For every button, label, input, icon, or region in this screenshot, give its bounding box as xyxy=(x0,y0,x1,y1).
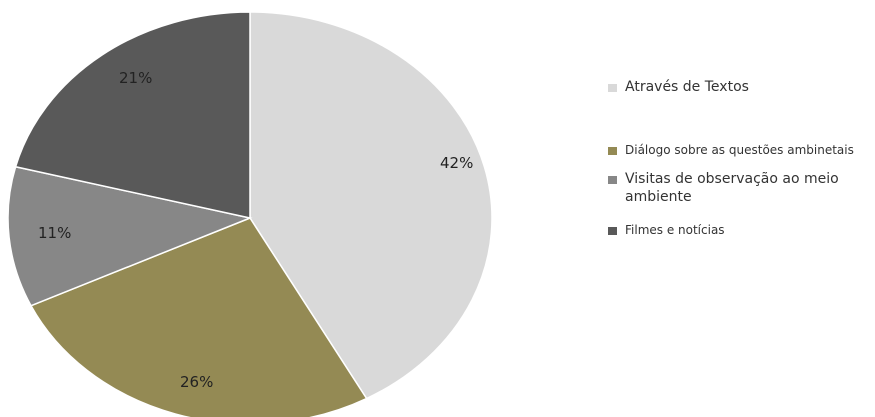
legend-label-filmes: Filmes e notícias xyxy=(625,223,725,237)
legend-label-visitas: Visitas de observação ao meio ambiente xyxy=(625,171,839,205)
pie-slice-visitas xyxy=(7,165,253,307)
pie-slice-textos xyxy=(249,11,493,400)
legend-swatch-textos xyxy=(608,84,617,92)
legend-item-textos: Através de Textos xyxy=(605,78,870,96)
legend-swatch-visitas xyxy=(608,176,617,184)
legend-item-filmes: Filmes e notícias xyxy=(605,222,870,238)
pie-value-label-dialogo: 26% xyxy=(180,373,213,391)
legend: Através de Textos Diálogo sobre as quest… xyxy=(605,78,870,238)
pie-slices xyxy=(7,11,493,417)
pie-value-label-textos: 42% xyxy=(440,154,473,172)
legend-label-dialogo: Diálogo sobre as questões ambinetais xyxy=(625,143,854,157)
pie-labels: 42% 26% 11% 21% xyxy=(38,69,473,391)
pie-slice-filmes xyxy=(14,11,251,219)
pie-slice-dialogo xyxy=(29,217,368,417)
legend-item-visitas: Visitas de observação ao meio ambiente xyxy=(605,170,870,206)
legend-swatch-dialogo xyxy=(608,147,617,155)
legend-label-textos: Através de Textos xyxy=(625,79,749,95)
legend-item-dialogo: Diálogo sobre as questões ambinetais xyxy=(605,142,870,158)
pie-value-label-visitas: 11% xyxy=(38,224,71,242)
legend-swatch-filmes xyxy=(608,227,617,235)
pie-value-label-filmes: 21% xyxy=(119,69,152,87)
